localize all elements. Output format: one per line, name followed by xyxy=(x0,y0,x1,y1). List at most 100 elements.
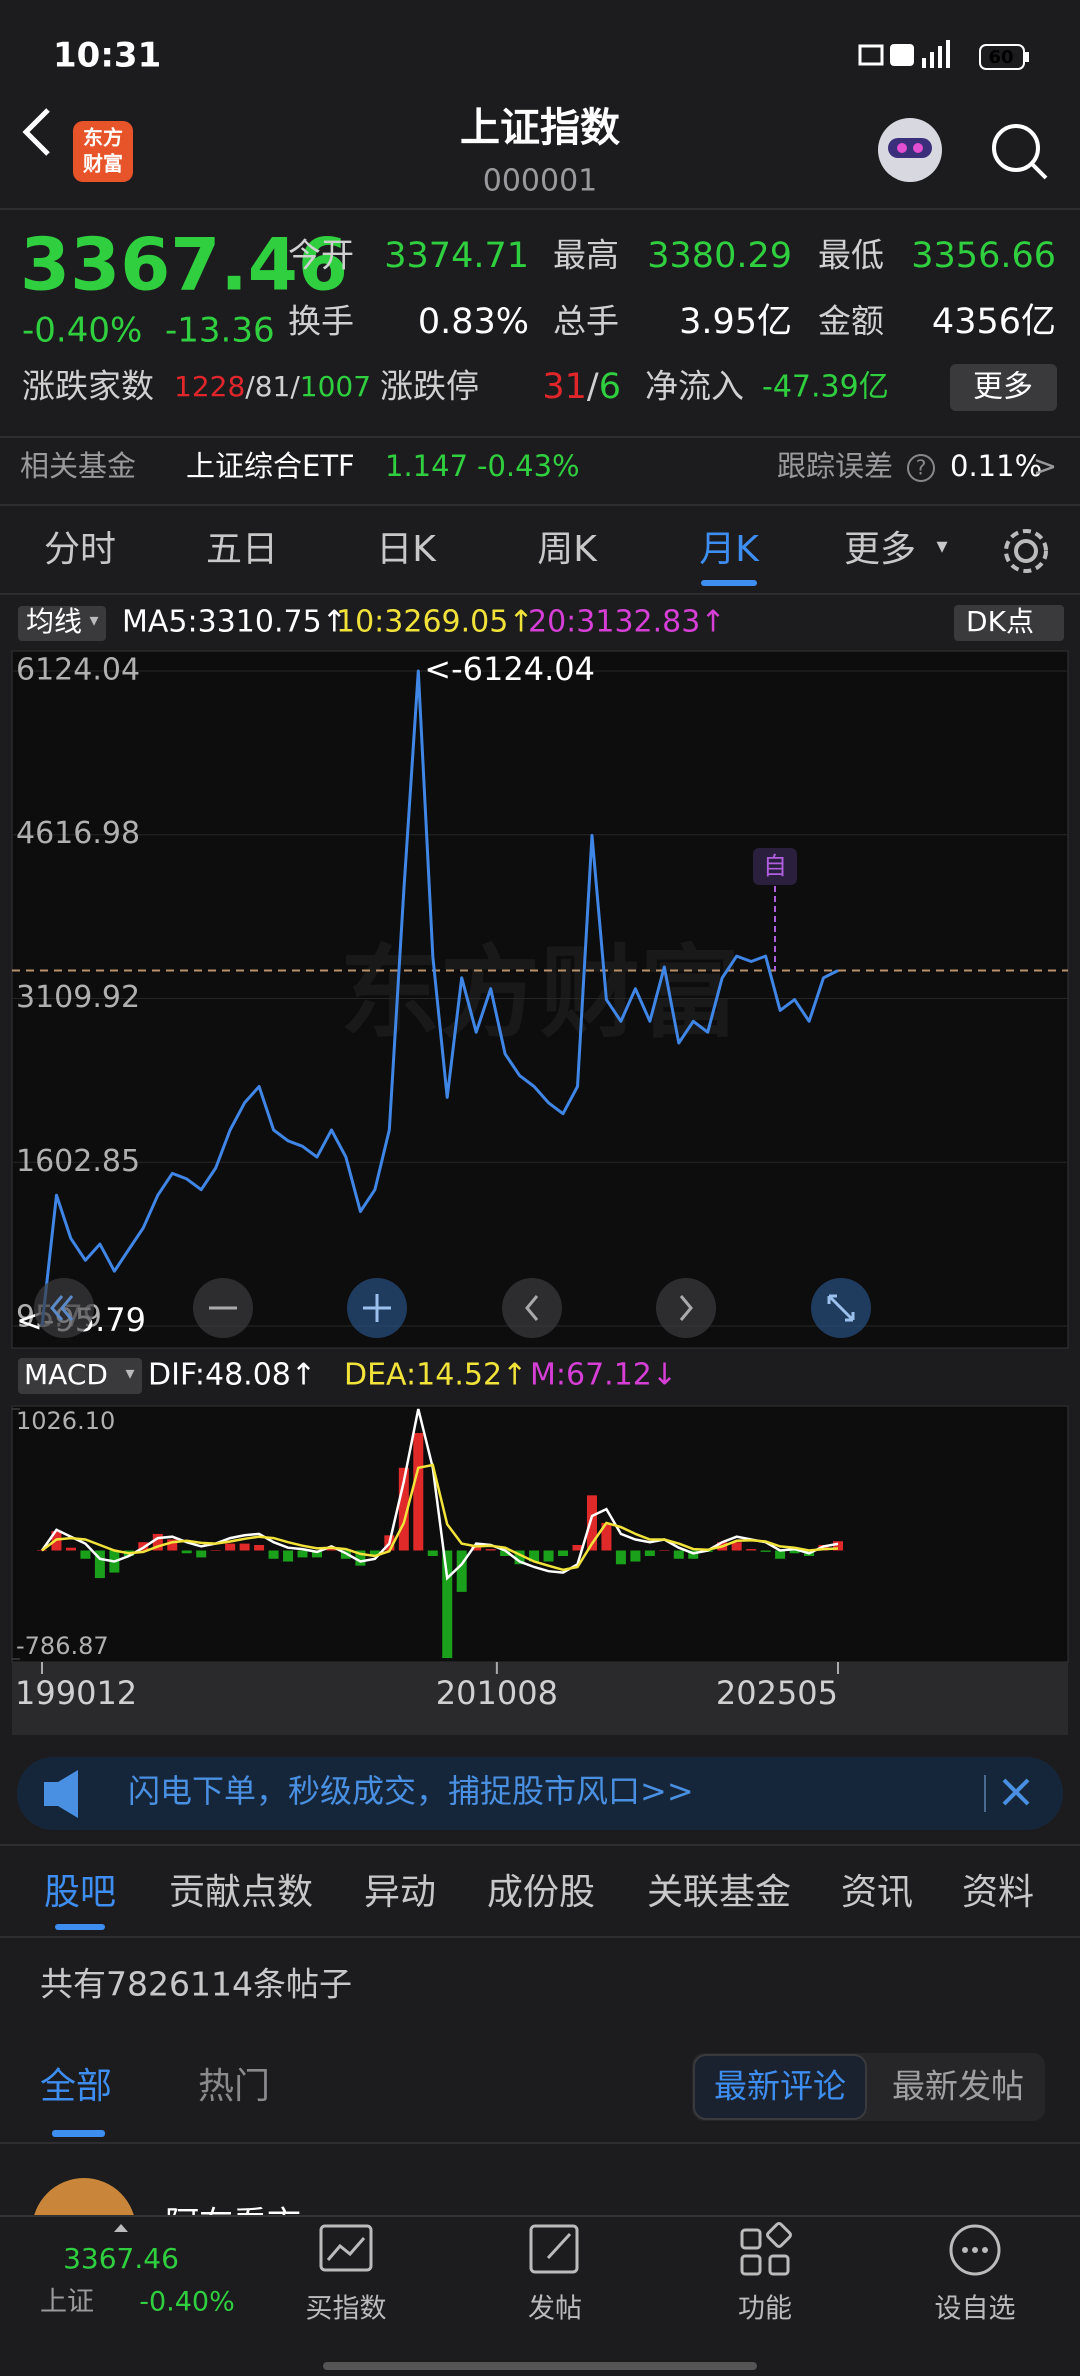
macd-bar xyxy=(196,1550,207,1558)
fund-name: 上证综合ETF xyxy=(186,449,355,483)
limit-values: 31/6 xyxy=(542,367,621,407)
price-plot xyxy=(11,650,1069,1349)
robot-avatar[interactable] xyxy=(878,118,942,182)
logo-text: 东方 xyxy=(83,126,123,150)
battery-level: 60 xyxy=(988,47,1013,68)
bottom-nav xyxy=(0,2216,1080,2376)
chart-nav-button[interactable] xyxy=(656,1278,716,1338)
macd-bar xyxy=(427,1550,438,1557)
toggle-selected xyxy=(693,2054,867,2120)
sort-option[interactable]: 最新发帖 xyxy=(892,2067,1024,2106)
macd-bar xyxy=(355,1550,366,1566)
breadth-values-part: / xyxy=(290,370,300,403)
period-tab[interactable]: 更多 xyxy=(844,529,916,570)
macd-bar xyxy=(283,1550,294,1562)
tab-underline xyxy=(52,2130,105,2137)
more-label[interactable]: 更多 xyxy=(973,370,1033,405)
signal-icon xyxy=(930,52,934,68)
info-tab[interactable]: 关联基金 xyxy=(647,1872,791,1913)
watchlist-icon[interactable] xyxy=(949,2224,1001,2276)
robot-eye xyxy=(897,143,907,153)
info-tab[interactable]: 贡献点数 xyxy=(169,1872,313,1913)
breadth-values: 1228/81/1007 xyxy=(174,370,371,403)
info-tab[interactable]: 成份股 xyxy=(487,1872,595,1913)
macd-bar xyxy=(659,1550,670,1551)
info-tab[interactable]: 资料 xyxy=(962,1872,1034,1913)
limit-values-part: / xyxy=(587,367,599,407)
tracking-value: 0.11% xyxy=(950,449,1042,483)
tab-underline xyxy=(701,580,757,586)
feed-tab[interactable]: 热门 xyxy=(198,2066,270,2107)
period-tab[interactable]: 周K xyxy=(537,529,598,570)
signal-icon xyxy=(938,46,942,68)
banner-text[interactable]: 闪电下单，秒级成交，捕捉股市风口>> xyxy=(128,1772,694,1810)
more-button[interactable] xyxy=(950,364,1057,411)
function-icon xyxy=(768,2254,790,2276)
macd-bar xyxy=(65,1547,76,1551)
breadth-values-part: 1007 xyxy=(300,370,371,403)
settings-button[interactable] xyxy=(1004,529,1048,573)
logo-text: 财富 xyxy=(83,152,123,176)
tracking-label: 跟踪误差 xyxy=(777,449,893,483)
info-tab[interactable]: 资讯 xyxy=(841,1872,913,1913)
macd-legend: DIF:48.08↑ xyxy=(148,1358,316,1393)
x-tick-label: 199012 xyxy=(15,1674,137,1712)
macd-bar xyxy=(297,1550,308,1558)
period-tab[interactable]: 日K xyxy=(376,529,437,570)
nav-item[interactable]: 发帖 xyxy=(528,2294,582,2325)
period-tab[interactable]: 分时 xyxy=(44,529,116,570)
ma-legend: 20:3132.83↑ xyxy=(528,605,725,640)
macd-bar xyxy=(558,1550,569,1557)
ma-legend: MA5:3310.75↑ xyxy=(122,605,347,640)
search-button[interactable] xyxy=(992,124,1048,180)
dk-label[interactable]: DK点 xyxy=(966,605,1034,638)
chart-nav-button[interactable] xyxy=(34,1278,94,1338)
promo-banner[interactable] xyxy=(17,1757,1063,1830)
sort-option[interactable]: 最新评论 xyxy=(714,2067,846,2106)
period-tab[interactable]: 月K xyxy=(699,529,760,570)
y-tick-label: 4616.98 xyxy=(16,816,140,851)
buy-icon[interactable] xyxy=(319,2224,373,2272)
fund-price: 1.147 xyxy=(385,449,468,483)
info-tab[interactable]: 异动 xyxy=(364,1872,436,1913)
limit-values-part: 6 xyxy=(599,367,621,407)
dropdown-caret: ▾ xyxy=(125,1363,134,1384)
function-icon[interactable] xyxy=(740,2228,762,2250)
dropdown-caret: ▾ xyxy=(936,534,947,559)
close-button[interactable] xyxy=(1002,1778,1030,1806)
battery-icon xyxy=(979,44,1025,70)
macd-bar xyxy=(500,1550,511,1557)
macd-bar xyxy=(268,1550,279,1559)
help-icon[interactable] xyxy=(907,454,935,482)
netflow-label: 净流入 xyxy=(645,367,744,406)
feed-tab[interactable]: 全部 xyxy=(40,2066,112,2107)
chart-nav-button[interactable] xyxy=(502,1278,562,1338)
back-button[interactable] xyxy=(22,108,50,156)
app-logo xyxy=(73,121,133,182)
nav-item[interactable]: 功能 xyxy=(738,2294,792,2325)
nav-glyph xyxy=(50,1295,74,1321)
macd-bar xyxy=(442,1550,453,1659)
macd-bar xyxy=(485,1549,496,1551)
macd-bar xyxy=(833,1541,843,1551)
nav-item[interactable]: 买指数 xyxy=(306,2294,387,2325)
indicator-select[interactable] xyxy=(18,606,106,641)
period-tab[interactable]: 五日 xyxy=(206,529,278,570)
dk-button[interactable] xyxy=(954,605,1064,641)
post-icon xyxy=(546,2232,572,2260)
tracking-arrow[interactable]: > xyxy=(1033,449,1057,483)
gear-icon xyxy=(1014,539,1038,563)
macd-bar xyxy=(789,1550,800,1554)
info-tab[interactable]: 股吧 xyxy=(44,1872,116,1913)
post-icon[interactable] xyxy=(529,2224,579,2274)
nav-item[interactable]: 设自选 xyxy=(935,2294,1016,2325)
macd-bar xyxy=(471,1544,482,1551)
nav-glyph xyxy=(679,1295,693,1321)
field-label: 最高 xyxy=(553,236,619,275)
x-tick-label: 201008 xyxy=(436,1674,558,1712)
index-code: 000001 xyxy=(483,164,598,199)
indicator-select[interactable] xyxy=(18,1358,142,1394)
expand-caret[interactable] xyxy=(114,2224,128,2232)
robot-visor xyxy=(888,138,932,158)
macd-line xyxy=(40,1408,839,1581)
